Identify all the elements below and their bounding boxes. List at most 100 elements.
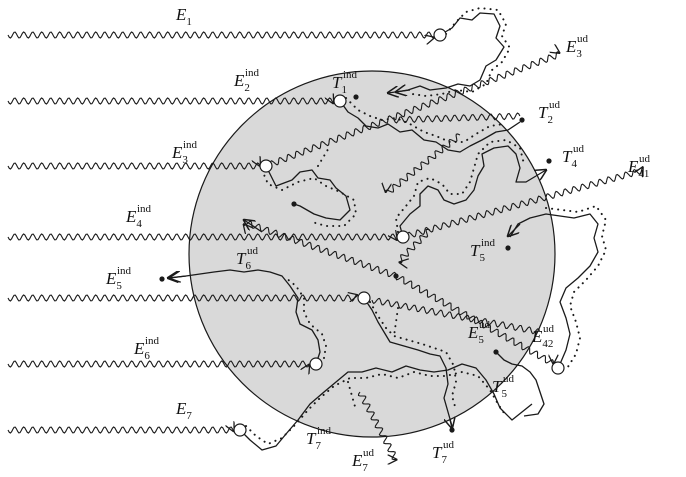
label-e42: E42 (531, 327, 553, 350)
end-t7 (449, 427, 455, 433)
label-sup: ind (117, 265, 132, 277)
scatter-e5 (357, 291, 371, 305)
label-sup: ind (481, 237, 496, 249)
path-t6 (168, 269, 321, 365)
label-t4: T4 (562, 147, 577, 170)
arrow-t4 (536, 170, 546, 176)
dots-t5ind (545, 204, 608, 371)
arrow-e4-left (244, 220, 263, 233)
end-t5ind (505, 245, 511, 251)
label-e41: E41 (627, 157, 649, 180)
label-sup: ind (137, 203, 152, 215)
label-sub: 7 (362, 462, 368, 474)
label-main: E (105, 269, 117, 288)
dots-e2 (345, 97, 505, 143)
label-main: E (467, 323, 479, 342)
label-main: T (236, 249, 247, 268)
label-main: E (565, 37, 577, 56)
label-sup: ud (543, 323, 555, 335)
label-sub: 1 (341, 84, 347, 96)
label-main: E (351, 451, 363, 470)
electron-paths (168, 6, 608, 451)
label-sub: 2 (244, 82, 250, 94)
path-e4 (399, 145, 537, 238)
label-sub: 6 (245, 260, 251, 272)
label-sup: ud (573, 143, 585, 155)
label-sub: 5 (501, 388, 507, 400)
label-t1: T1 (332, 73, 347, 96)
label-e7: E7 (175, 399, 192, 422)
end-e3 (291, 201, 297, 207)
scatter-points (233, 28, 565, 437)
scatter-e42 (551, 361, 565, 375)
emit-e4left (244, 220, 397, 277)
label-main: T (492, 377, 503, 396)
end-t5ud (493, 349, 499, 355)
label-main: T (332, 73, 343, 92)
label-sup: ind (145, 335, 160, 347)
label-e5i: E5 (105, 269, 122, 292)
label-sup: ind (317, 425, 332, 437)
arrows (170, 90, 546, 428)
wave-e5 (7, 295, 357, 301)
label-sub: 4 (571, 158, 577, 170)
label-main: T (562, 147, 573, 166)
arrow-t5ind (508, 223, 521, 236)
end-e4 (393, 273, 399, 279)
wave-e2 (7, 98, 333, 104)
dots-e4 (394, 138, 525, 233)
emit-e41 (402, 167, 643, 240)
label-main: T (538, 103, 549, 122)
label-main: E (125, 207, 137, 226)
label-sup: ud (479, 319, 491, 331)
scatter-e3 (259, 159, 273, 173)
label-sub: 7 (315, 440, 321, 452)
label-sub: 5 (479, 252, 485, 264)
scatter-e6 (309, 357, 323, 371)
label-main: T (470, 241, 481, 260)
incident-waves (7, 31, 434, 434)
emit-e3back (386, 133, 461, 192)
dots-e7b (347, 381, 357, 411)
label-e6: E6 (133, 339, 150, 362)
scatter-e7 (233, 423, 247, 437)
label-main: E (531, 327, 543, 346)
wave-e1 (7, 31, 434, 38)
label-sup: ud (639, 153, 651, 165)
labels: E1E2indE3udT1indT2udE3indT4udE41udE4indT… (105, 5, 651, 474)
label-sub: 4 (136, 218, 142, 230)
path-e2 (339, 100, 521, 153)
label-main: E (175, 399, 187, 418)
arrow-t7 (450, 420, 452, 428)
end-t2 (519, 117, 525, 123)
label-t5u: T5 (492, 377, 507, 400)
scatter-e2 (333, 94, 347, 108)
label-sub: 6 (144, 350, 150, 362)
label-t7i: T7 (306, 429, 321, 452)
termination-points (159, 94, 552, 433)
emit-e3ud (265, 52, 559, 169)
dots-e3b (317, 145, 331, 167)
path-e5mid (363, 297, 453, 427)
label-main: E (175, 5, 187, 24)
scatter-e1 (433, 28, 447, 42)
path-t5ind (509, 213, 599, 365)
label-e1: E1 (175, 5, 192, 28)
label-e2: E2 (233, 71, 250, 94)
label-e3u: E3 (565, 37, 582, 60)
wave-e3 (7, 163, 260, 170)
label-main: E (171, 143, 183, 162)
label-sup: ud (577, 33, 589, 45)
label-sup: ud (549, 99, 561, 111)
arrow-t6 (170, 276, 187, 278)
emitted-waves (244, 52, 643, 460)
path-e3 (265, 165, 351, 221)
label-sub: 7 (441, 454, 447, 466)
label-sup: ind (245, 67, 260, 79)
dots-t6 (285, 277, 328, 359)
label-sub: 41 (638, 168, 649, 180)
label-sup: ind (183, 139, 198, 151)
label-sup: ud (363, 447, 375, 459)
label-sup: ind (343, 69, 358, 81)
